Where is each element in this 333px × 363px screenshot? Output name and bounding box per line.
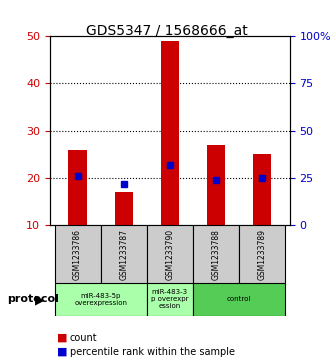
FancyBboxPatch shape [147, 225, 193, 283]
FancyBboxPatch shape [239, 225, 285, 283]
Text: ■: ■ [57, 333, 67, 343]
Bar [68, 150, 87, 225]
Bar [161, 41, 179, 225]
Text: miR-483-5p
overexpression: miR-483-5p overexpression [74, 293, 127, 306]
Text: protocol: protocol [7, 294, 59, 305]
FancyBboxPatch shape [193, 225, 239, 283]
Bar [115, 192, 133, 225]
Text: GSM1233788: GSM1233788 [211, 229, 220, 280]
Text: percentile rank within the sample: percentile rank within the sample [70, 347, 235, 357]
Text: GDS5347 / 1568666_at: GDS5347 / 1568666_at [86, 24, 247, 38]
Text: ▶: ▶ [35, 293, 45, 306]
FancyBboxPatch shape [101, 225, 147, 283]
Text: ■: ■ [57, 347, 67, 357]
Text: miR-483-3
p overexpr
ession: miR-483-3 p overexpr ession [151, 289, 188, 310]
FancyBboxPatch shape [55, 283, 147, 316]
Bar [253, 154, 271, 225]
Text: count: count [70, 333, 98, 343]
Text: GSM1233789: GSM1233789 [257, 229, 266, 280]
FancyBboxPatch shape [193, 283, 285, 316]
FancyBboxPatch shape [147, 283, 193, 316]
FancyBboxPatch shape [55, 225, 101, 283]
Text: GSM1233790: GSM1233790 [165, 229, 174, 280]
Text: GSM1233786: GSM1233786 [73, 229, 82, 280]
Text: control: control [227, 297, 251, 302]
Text: GSM1233787: GSM1233787 [119, 229, 128, 280]
Bar [207, 145, 225, 225]
